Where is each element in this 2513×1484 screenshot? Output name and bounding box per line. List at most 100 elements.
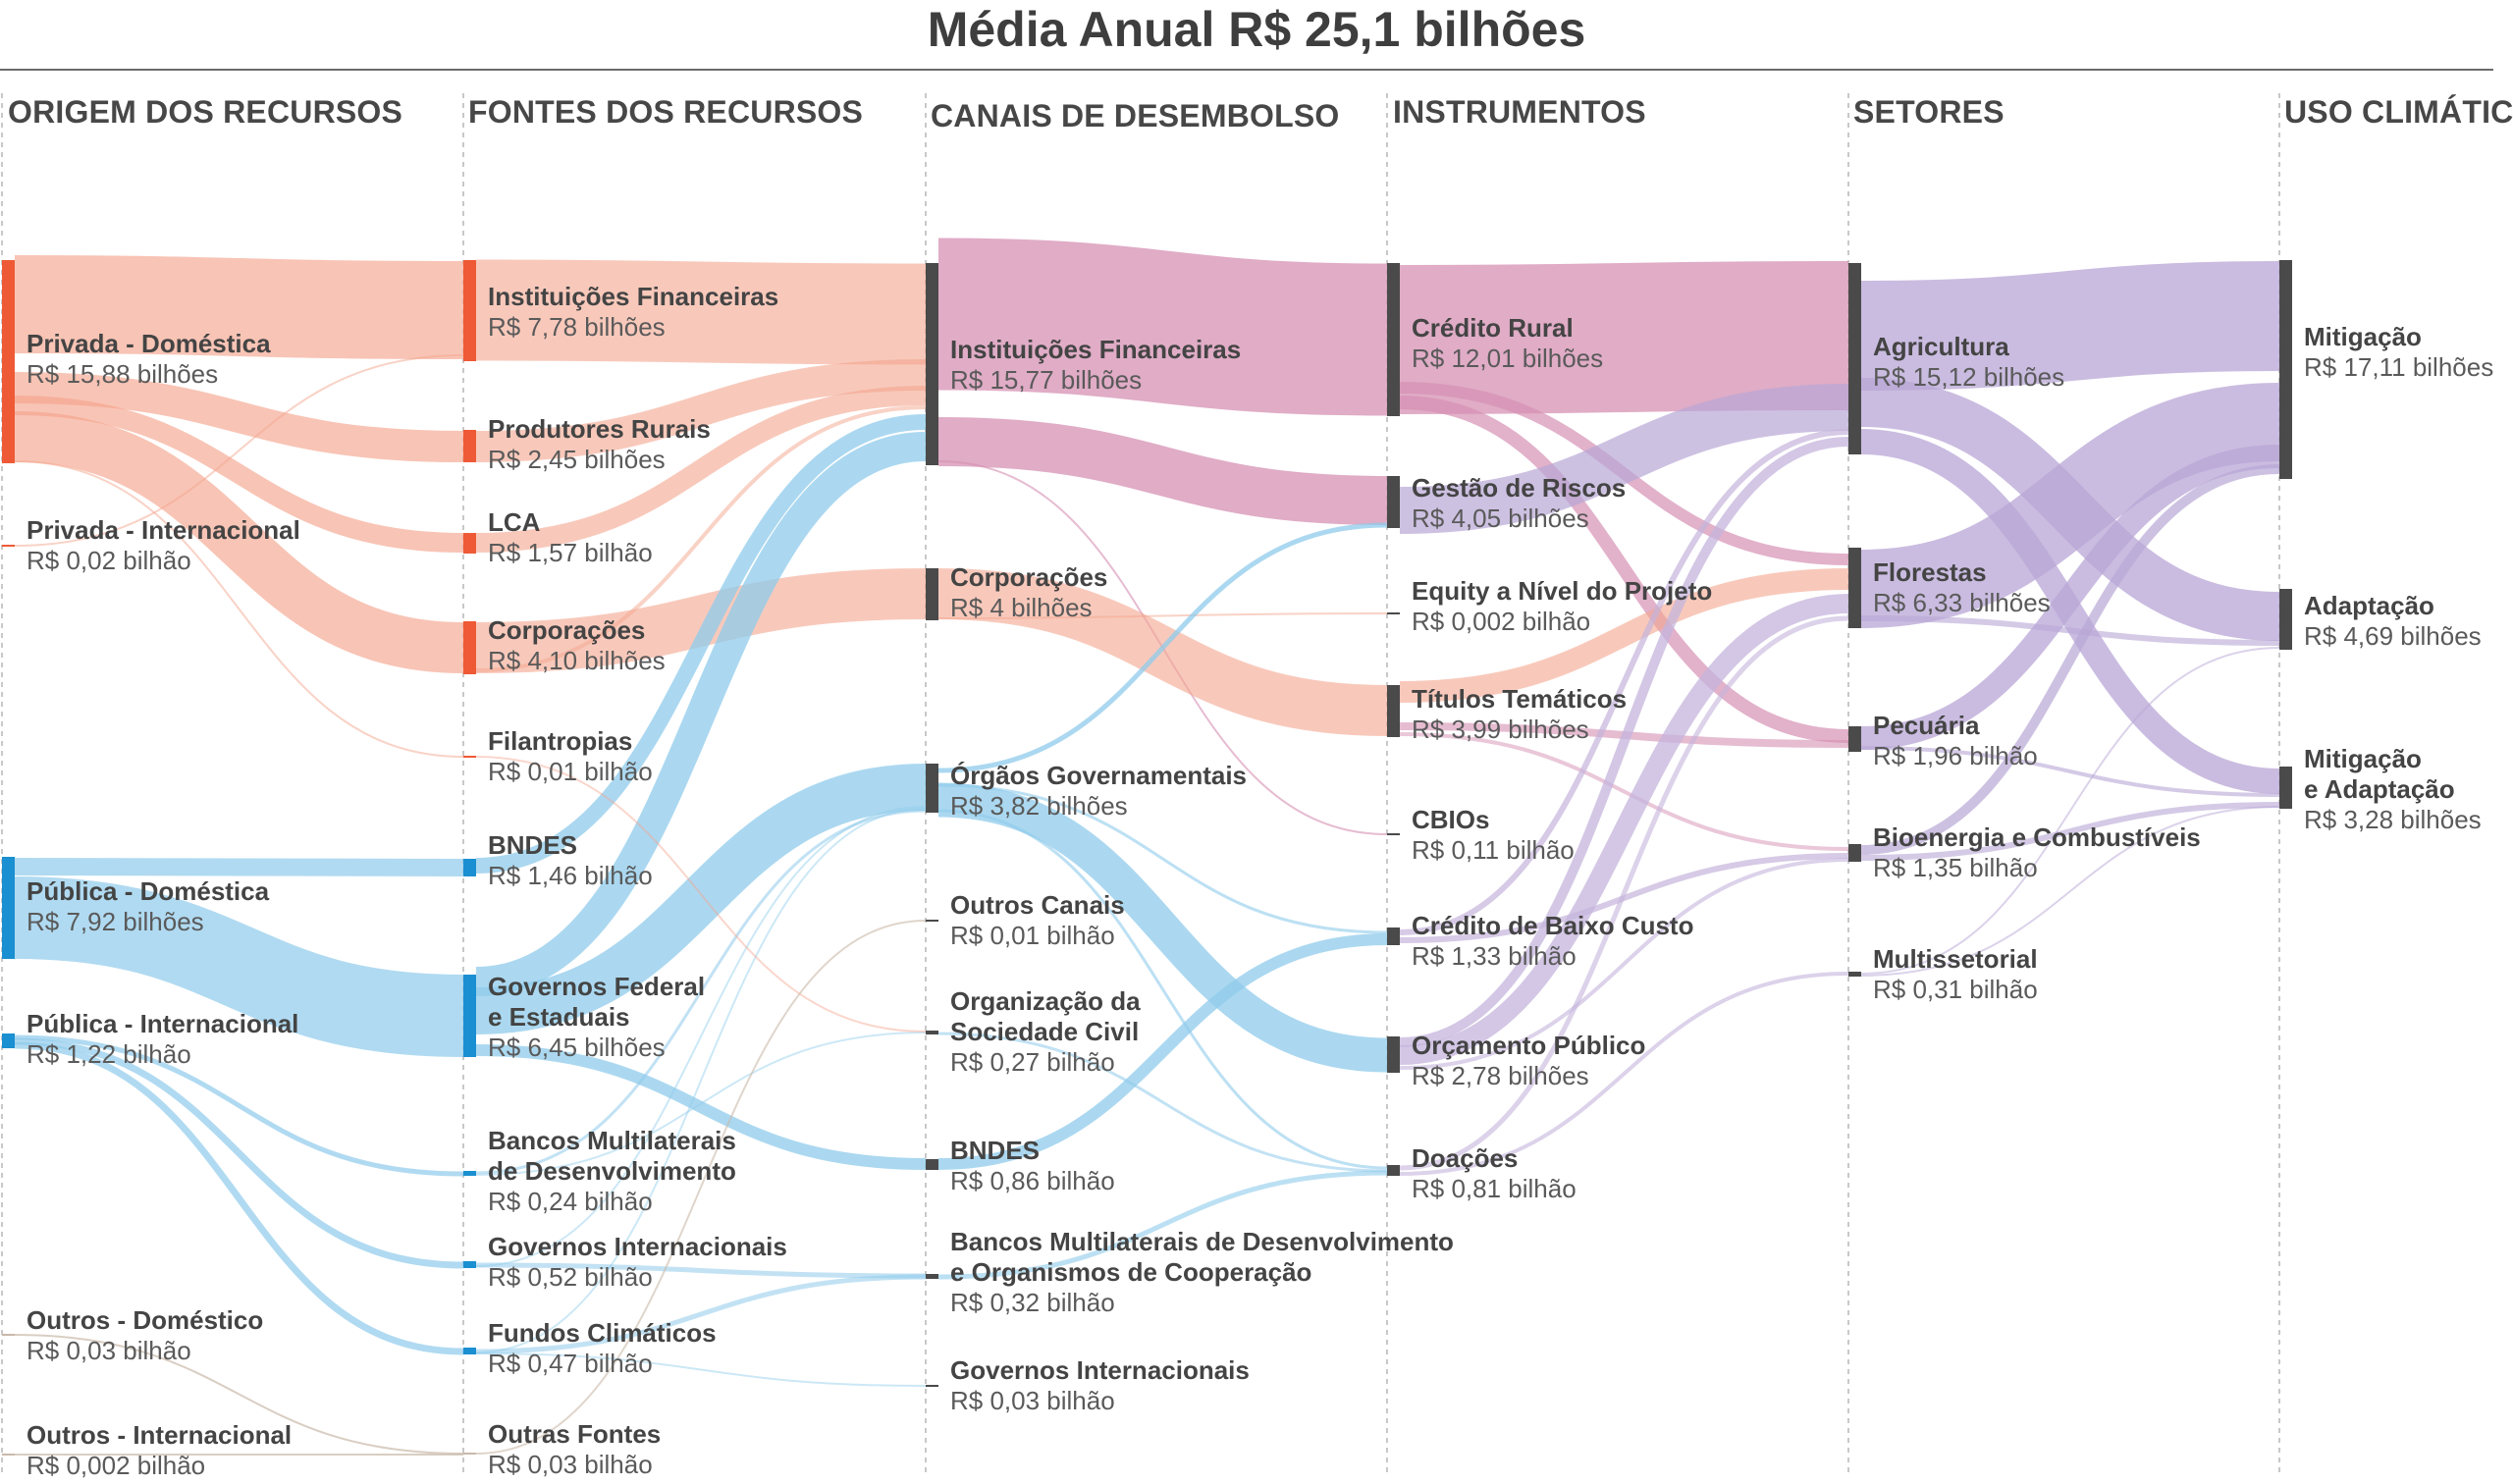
node-name: Corporações: [950, 562, 1108, 592]
flow-link-s5-u3: [1860, 806, 2280, 977]
flow-link-f10-c8: [475, 1352, 927, 1387]
node-label-f5: Filantropias R$ 0,01 bilhão: [488, 726, 653, 787]
node-bar-i3: [1387, 612, 1400, 614]
node-bar-i2: [1387, 476, 1400, 528]
flow-link-i7-s4: [1399, 858, 1849, 1070]
flow-link-o4-f9: [14, 1037, 464, 1269]
node-label-s5: Multissetorial R$ 0,31 bilhão: [1873, 944, 2038, 1005]
node-bar-i1: [1387, 263, 1400, 416]
node-name: Governos Internacionais: [488, 1232, 787, 1261]
node-value: R$ 0,52 bilhão: [488, 1262, 653, 1292]
flow-link-f8-c3: [475, 809, 927, 1175]
node-bar-f11: [463, 1453, 476, 1455]
node-value: R$ 1,22 bilhão: [27, 1039, 191, 1069]
title-divider: [0, 69, 2493, 71]
flow-link-f9-c7: [475, 1262, 927, 1279]
node-label-f11: Outras Fontes R$ 0,03 bilhão: [488, 1419, 661, 1480]
node-label-s1: Agricultura R$ 15,12 bilhões: [1873, 332, 2064, 393]
node-name: Filantropias: [488, 726, 633, 756]
node-bar-f8: [463, 1171, 476, 1176]
flow-link-c1-i1: [937, 238, 1388, 416]
node-bar-f7: [463, 975, 476, 1057]
node-label-c2: Corporações R$ 4 bilhões: [950, 562, 1107, 623]
node-value: R$ 0,002 bilhão: [27, 1451, 206, 1480]
node-label-f8: Bancos Multilaterais de Desenvolvimento R…: [488, 1126, 736, 1217]
node-label-f9: Governos Internacionais R$ 0,52 bilhão: [488, 1232, 787, 1293]
flow-link-c1-i2: [937, 417, 1388, 525]
column-header-origem: ORIGEM DOS RECURSOS: [8, 94, 403, 130]
node-label-i2: Gestão de Riscos R$ 4,05 bilhões: [1412, 473, 1626, 534]
node-value: R$ 0,03 bilhão: [950, 1386, 1115, 1415]
node-label-f1: Instituições Financeiras R$ 7,78 bilhões: [488, 282, 778, 343]
node-value: R$ 7,78 bilhões: [488, 312, 666, 342]
node-name: Outras Fontes: [488, 1419, 662, 1449]
node-value: R$ 0,03 bilhão: [488, 1450, 653, 1479]
flow-link-c3-i7: [937, 782, 1388, 1073]
flow-link-i7-s2: [1399, 594, 1849, 1065]
node-bar-f4: [463, 621, 476, 674]
node-name: Instituições Financeiras: [950, 335, 1242, 364]
node-value: R$ 3,99 bilhões: [1412, 715, 1589, 744]
flow-link-o3-f6: [14, 858, 464, 876]
flow-link-s3-u1: [1860, 445, 2280, 750]
flow-link-f7-c3: [475, 764, 927, 1034]
flow-link-f10-c7: [475, 1274, 927, 1354]
flow-link-o1-f3: [14, 396, 464, 553]
node-label-i5: CBIOs R$ 0,11 bilhão: [1412, 805, 1575, 866]
node-name: Orçamento Público: [1412, 1031, 1646, 1060]
flow-link-o1-f5: [14, 460, 464, 758]
node-value: R$ 0,03 bilhão: [27, 1336, 191, 1365]
node-label-s3: Pecuária R$ 1,96 bilhão: [1873, 711, 2038, 771]
node-name: Bancos Multilaterais de Desenvolvimento: [488, 1126, 736, 1186]
node-label-c8: Governos Internacionais R$ 0,03 bilhão: [950, 1355, 1250, 1416]
node-value: R$ 0,01 bilhão: [950, 921, 1115, 950]
flow-link-f1-c1: [475, 259, 927, 365]
node-bar-s4: [1848, 844, 1861, 862]
node-name: Pública - Doméstica: [27, 876, 270, 906]
node-bar-c5: [926, 1031, 938, 1034]
node-bar-c3: [926, 764, 938, 813]
node-value: R$ 12,01 bilhões: [1412, 344, 1604, 373]
node-name: Crédito Rural: [1412, 313, 1574, 343]
column-header-setores: SETORES: [1853, 94, 2005, 130]
node-name: Multissetorial: [1873, 944, 2038, 974]
node-name: Doações: [1412, 1143, 1519, 1173]
flow-link-o3-f7: [14, 876, 464, 1057]
node-bar-c4: [926, 920, 938, 922]
flow-link-i2-s1: [1399, 384, 1849, 534]
flow-link-f4-c2: [475, 568, 927, 673]
node-bar-u2: [2279, 589, 2292, 650]
node-name: Organização da Sociedade Civil: [950, 986, 1141, 1046]
node-label-c6: BNDES R$ 0,86 bilhão: [950, 1136, 1115, 1196]
flow-link-c3-i8: [937, 809, 1388, 1170]
flow-link-o5-f11: [14, 1334, 464, 1455]
node-label-c5: Organização da Sociedade Civil R$ 0,27 bi…: [950, 986, 1141, 1078]
node-label-s2: Florestas R$ 6,33 bilhões: [1873, 557, 2051, 618]
node-bar-o3: [2, 857, 15, 959]
flow-link-f6-c1: [475, 414, 927, 874]
node-bar-i7: [1387, 1036, 1400, 1073]
flow-link-i1-s3: [1399, 396, 1849, 743]
flow-link-s4-u1: [1860, 464, 2280, 855]
node-label-f3: LCA R$ 1,57 bilhão: [488, 507, 653, 568]
node-label-i4: Títulos Temáticos R$ 3,99 bilhões: [1412, 684, 1627, 745]
node-value: R$ 1,96 bilhão: [1873, 741, 2038, 770]
flow-link-f7-c6: [475, 1044, 927, 1170]
node-bar-u3: [2279, 767, 2292, 809]
column-header-canais: CANAIS DE DESEMBOLSO: [931, 98, 1340, 133]
node-label-f10: Fundos Climáticos R$ 0,47 bilhão: [488, 1318, 717, 1379]
flow-link-o1-f2: [14, 372, 464, 462]
flow-link-f7-c1: [475, 432, 927, 996]
node-name: Adaptação: [2304, 591, 2434, 620]
node-label-i7: Orçamento Público R$ 2,78 bilhões: [1412, 1031, 1645, 1091]
node-name: Mitigação e Adaptação: [2304, 744, 2455, 804]
node-value: R$ 0,32 bilhão: [950, 1288, 1115, 1317]
node-value: R$ 1,33 bilhão: [1412, 941, 1577, 971]
node-value: R$ 0,11 bilhão: [1412, 835, 1575, 865]
node-bar-c7: [926, 1274, 938, 1279]
flow-link-c3-i6: [937, 783, 1388, 934]
flow-link-f5-c5: [475, 756, 927, 1033]
node-value: R$ 1,57 bilhão: [488, 538, 653, 567]
flow-link-f9-c3: [475, 806, 927, 1267]
